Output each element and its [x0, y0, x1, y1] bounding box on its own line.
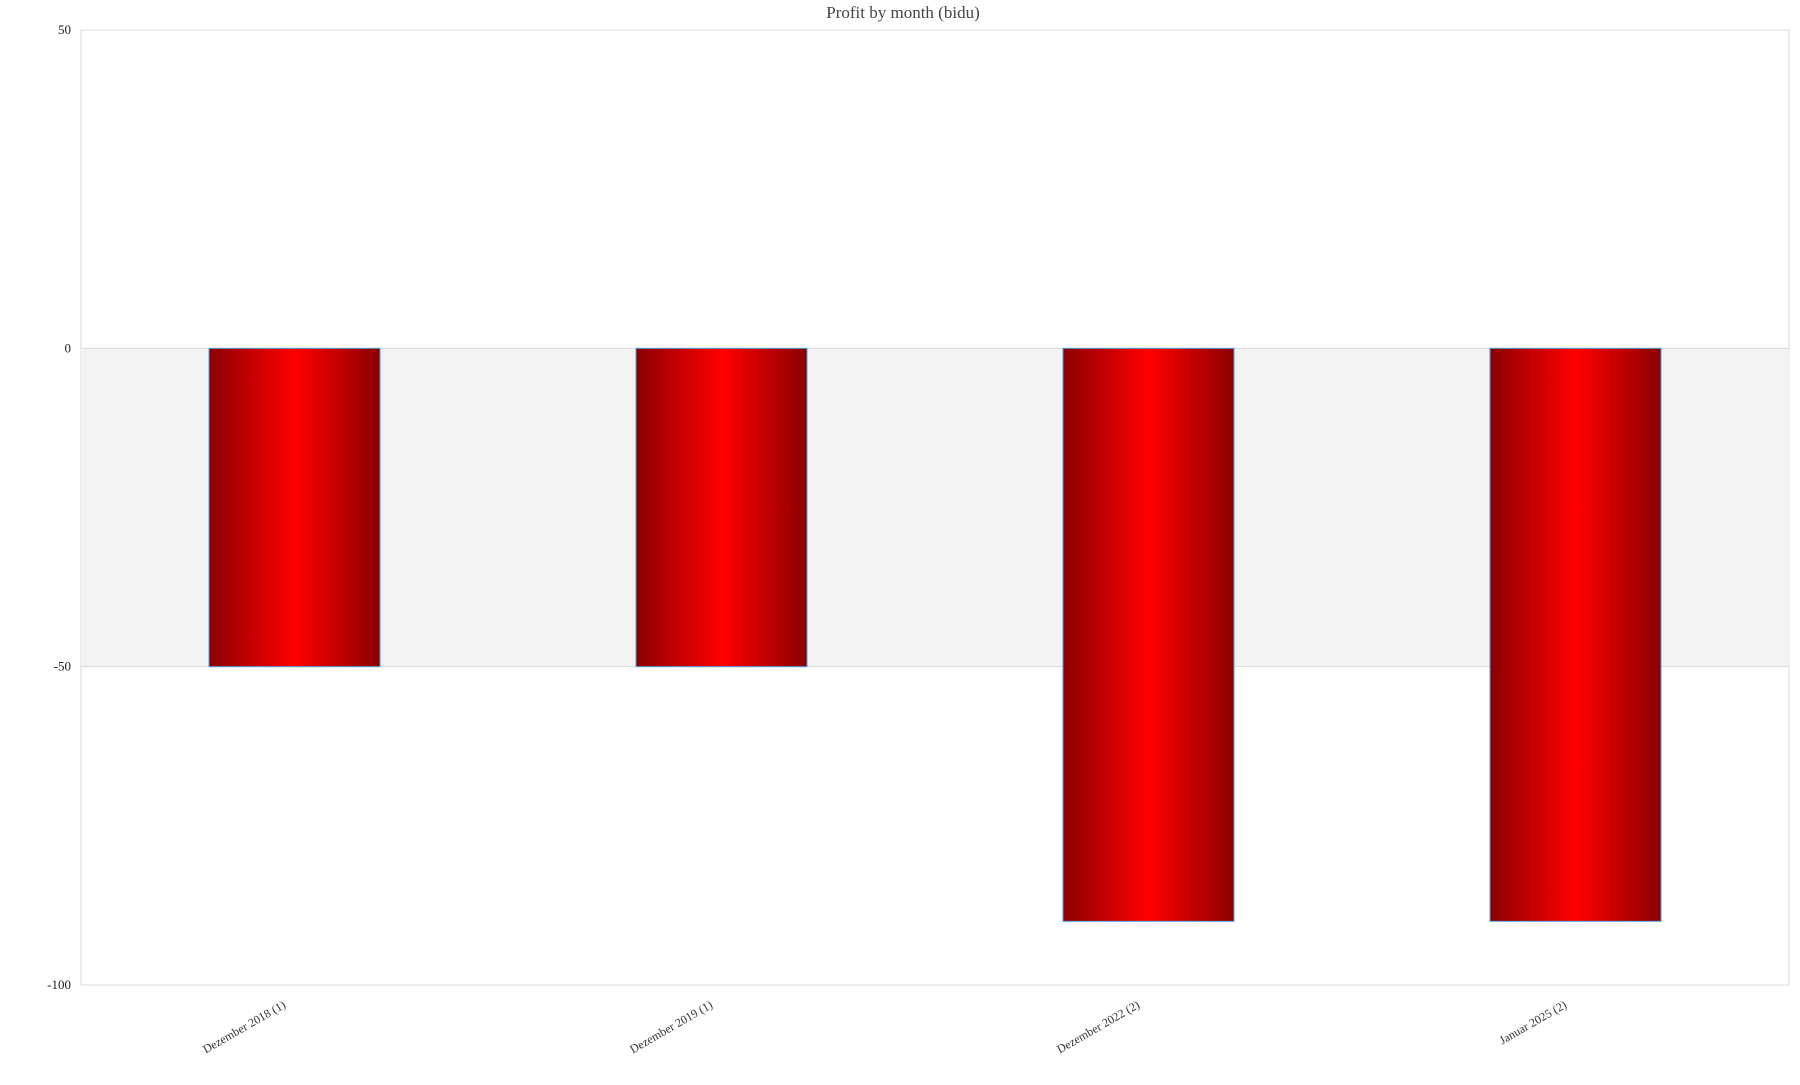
- y-tick-label: 0: [65, 340, 72, 355]
- bar: [1489, 347, 1662, 922]
- y-tick-label: -100: [47, 977, 71, 992]
- bar: [208, 347, 381, 668]
- x-tick-label: Dezember 2018 (1): [200, 997, 288, 1056]
- x-tick-label: Januar 2025 (2): [1497, 997, 1569, 1047]
- bar: [635, 347, 808, 668]
- x-tick-label: Dezember 2019 (1): [627, 997, 715, 1056]
- y-tick-label: -50: [54, 659, 71, 674]
- bar: [1062, 347, 1235, 922]
- x-tick-label: Dezember 2022 (2): [1054, 997, 1142, 1056]
- y-tick-label: 50: [58, 22, 71, 37]
- chart-title: Profit by month (bidu): [826, 3, 979, 22]
